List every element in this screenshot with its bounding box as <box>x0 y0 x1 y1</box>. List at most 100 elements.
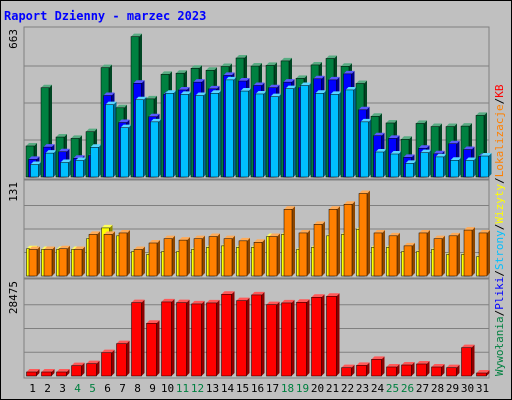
bar-pliki-25-top <box>388 135 400 139</box>
bar-lokalizacje-11-top <box>179 237 190 241</box>
bar-kb-7-side <box>126 340 130 376</box>
bar-lokalizacje-23 <box>358 193 368 277</box>
bar-lokalizacje-17-top <box>269 233 280 237</box>
bar-lokalizacje-27 <box>418 232 428 277</box>
bar-lokalizacje-2-side <box>52 246 55 276</box>
bar-wywołania-1-top <box>26 142 37 146</box>
x-tick-label: 24 <box>371 382 385 395</box>
bar-pliki-3-top <box>58 148 70 152</box>
bar-pliki-7-top <box>118 119 130 123</box>
bar-wywołania-11-top <box>176 70 187 74</box>
x-tick-label: 10 <box>161 382 174 395</box>
bar-strony-4 <box>75 160 84 178</box>
x-tick-label: 26 <box>401 382 414 395</box>
bar-kb-15-side <box>246 297 250 376</box>
bar-lokalizacje-1 <box>28 249 38 277</box>
bar-wywołania-15-top <box>236 55 247 59</box>
bar-lokalizacje-6 <box>103 234 113 277</box>
bar-strony-21 <box>330 94 339 178</box>
bar-pliki-13-top <box>208 85 220 89</box>
bar-lokalizacje-9-side <box>157 239 160 276</box>
bar-kb-4-top <box>71 362 85 366</box>
bar-strony-20 <box>315 93 324 178</box>
x-tick-label: 21 <box>326 382 339 395</box>
bar-kb-31 <box>476 372 487 377</box>
bar-kb-31-side <box>486 369 490 376</box>
bar-kb-24-side <box>381 356 385 376</box>
bar-strony-25 <box>390 153 399 178</box>
bar-pliki-26-top <box>403 154 415 158</box>
bar-kb-20 <box>311 297 322 377</box>
bar-wywołania-16-top <box>251 63 262 67</box>
bar-kb-19-side <box>306 299 310 376</box>
bar-lokalizacje-23-side <box>367 190 370 276</box>
bar-lokalizacje-18-top <box>284 206 295 210</box>
bar-pliki-23-top <box>358 106 370 110</box>
bar-pliki-28-top <box>433 150 445 154</box>
bar-lokalizacje-11-side <box>187 237 190 276</box>
bar-kb-24-top <box>371 356 385 360</box>
bar-strony-30 <box>465 160 474 178</box>
bar-lokalizacje-10 <box>163 238 173 277</box>
bar-kb-3-side <box>66 368 70 376</box>
bar-lokalizacje-12 <box>193 238 203 277</box>
bar-strony-22-top <box>345 86 357 90</box>
bar-kb-14-side <box>231 291 235 376</box>
bar-kb-28-top <box>431 363 445 367</box>
bar-strony-14-top <box>225 76 237 80</box>
bar-lokalizacje-27-side <box>427 229 430 276</box>
legend-part: / <box>493 310 506 317</box>
bar-kb-12-side <box>201 300 205 376</box>
bar-strony-26 <box>405 163 414 178</box>
bar-wywołania-9-top <box>146 95 157 99</box>
bar-wywołania-30-top <box>461 123 472 127</box>
bar-lokalizacje-5 <box>88 234 98 277</box>
bar-lokalizacje-1-top <box>29 246 40 250</box>
bar-strony-26-top <box>405 160 417 164</box>
bar-strony-11-top <box>180 91 192 95</box>
bar-lokalizacje-23-top <box>359 190 370 194</box>
bar-lokalizacje-26 <box>403 245 413 277</box>
bar-lokalizacje-8-top <box>134 246 145 250</box>
bar-strony-16-top <box>255 90 267 94</box>
bar-wywołania-19-top <box>296 75 307 79</box>
bar-wywołania-21-top <box>326 55 337 59</box>
x-tick-label: 13 <box>206 382 219 395</box>
bar-lokalizacje-13-top <box>209 233 220 237</box>
bar-kb-30-top <box>461 344 475 348</box>
bar-strony-18-top <box>285 85 297 89</box>
x-tick-label: 3 <box>59 382 66 395</box>
bar-kb-9-top <box>146 320 160 324</box>
bar-strony-27-top <box>420 149 432 153</box>
x-tick-label: 2 <box>44 382 51 395</box>
bar-lokalizacje-25-side <box>397 232 400 276</box>
x-tick-label: 20 <box>311 382 324 395</box>
x-tick-label: 16 <box>251 382 264 395</box>
bar-pliki-20-top <box>313 75 325 79</box>
bar-lokalizacje-31-top <box>479 229 490 233</box>
bar-lokalizacje-16 <box>253 242 263 277</box>
bar-lokalizacje-27-top <box>419 229 430 233</box>
bar-lokalizacje-5-top <box>89 231 100 235</box>
bar-kb-23-top <box>356 362 370 366</box>
bar-kb-8-side <box>141 299 145 376</box>
bar-kb-16-side <box>261 291 265 376</box>
bar-kb-26 <box>401 364 412 377</box>
bar-kb-16 <box>251 294 262 377</box>
bar-strony-6 <box>105 104 114 178</box>
bar-kb-27 <box>416 363 427 377</box>
x-tick-label: 5 <box>89 382 96 395</box>
bar-kb-13-side <box>216 299 220 376</box>
bar-lokalizacje-21-top <box>329 206 340 210</box>
bar-lokalizacje-30 <box>463 229 473 277</box>
bar-strony-15 <box>240 90 249 178</box>
bar-strony-24-top <box>375 148 387 152</box>
bar-strony-9 <box>150 121 159 178</box>
x-tick-label: 8 <box>134 382 141 395</box>
bar-kb-2 <box>41 371 52 377</box>
bar-lokalizacje-18 <box>283 209 293 277</box>
bar-kb-13 <box>206 302 217 377</box>
bar-pliki-6-top <box>103 92 115 96</box>
bar-kb-22 <box>341 367 352 377</box>
